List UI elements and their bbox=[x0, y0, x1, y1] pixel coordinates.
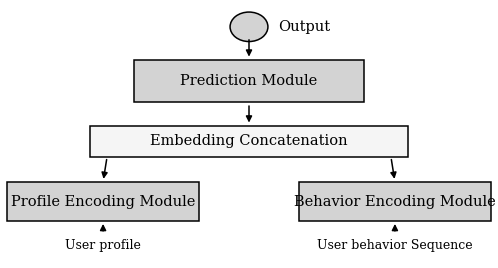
Text: User behavior Sequence: User behavior Sequence bbox=[317, 239, 473, 252]
Text: User profile: User profile bbox=[65, 239, 141, 252]
Text: Embedding Concatenation: Embedding Concatenation bbox=[150, 134, 348, 148]
Text: Output: Output bbox=[278, 20, 330, 34]
Text: Profile Encoding Module: Profile Encoding Module bbox=[11, 195, 196, 209]
Text: Behavior Encoding Module: Behavior Encoding Module bbox=[294, 195, 496, 209]
Text: Prediction Module: Prediction Module bbox=[180, 74, 318, 88]
FancyBboxPatch shape bbox=[299, 182, 491, 221]
FancyBboxPatch shape bbox=[134, 60, 364, 102]
Ellipse shape bbox=[230, 12, 268, 42]
FancyBboxPatch shape bbox=[90, 126, 408, 157]
FancyBboxPatch shape bbox=[7, 182, 199, 221]
